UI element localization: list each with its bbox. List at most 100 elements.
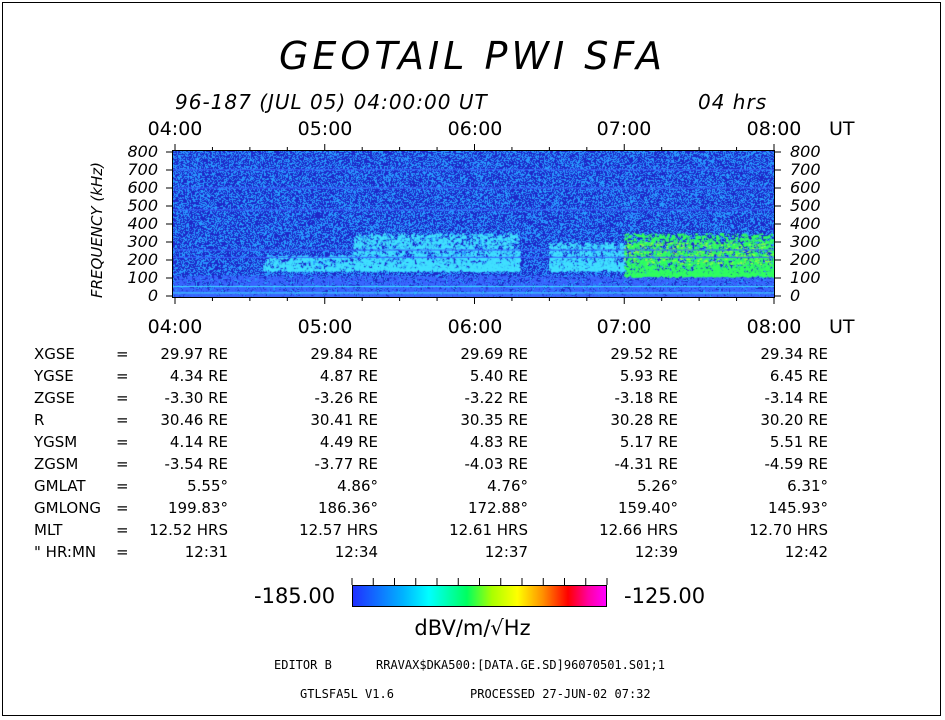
colorbar-max: -125.00 xyxy=(624,584,706,608)
y-tick-l-500: 500 xyxy=(127,196,158,215)
top-time-tick-2: 06:00 xyxy=(447,118,503,140)
orbit-value: 5.55° xyxy=(187,477,228,495)
orbit-value: 4.86° xyxy=(337,477,378,495)
top-time-tick-0: 04:00 xyxy=(147,118,203,140)
orbit-value: 12:34 xyxy=(334,543,378,561)
orbit-value: 145.93° xyxy=(768,499,828,517)
orbit-row: GMLAT = 5.55° 4.86° 4.76° 5.26° 6.31° xyxy=(0,477,945,499)
orbit-label: ZGSE xyxy=(34,389,75,407)
y-tick-r-0: 0 xyxy=(790,286,801,305)
chart-title: GEOTAIL PWI SFA xyxy=(278,34,667,78)
orbit-value: 5.17 RE xyxy=(619,433,678,451)
orbit-value: -4.03 RE xyxy=(464,455,528,473)
orbit-row: " HR:MN = 12:31 12:34 12:37 12:39 12:42 xyxy=(0,543,945,565)
orbit-row: MLT = 12.52 HRS 12.57 HRS 12.61 HRS 12.66 HRS… xyxy=(0,521,945,543)
bottom-time-tick-1: 05:00 xyxy=(297,316,353,338)
orbit-value: 4.49 RE xyxy=(319,433,378,451)
orbit-row: ZGSM = -3.54 RE -3.77 RE -4.03 RE -4.31 RE -4.… xyxy=(0,455,945,477)
colorbar xyxy=(352,585,607,607)
top-time-tick-1: 05:00 xyxy=(297,118,353,140)
orbit-value: 159.40° xyxy=(618,499,678,517)
orbit-value: 30.35 RE xyxy=(460,411,528,429)
y-tick-l-600: 600 xyxy=(127,178,158,197)
orbit-row: ZGSE = -3.30 RE -3.26 RE -3.22 RE -3.18 RE -3.… xyxy=(0,389,945,411)
duration-label: 04 hrs xyxy=(698,90,768,114)
orbit-value: 30.46 RE xyxy=(160,411,228,429)
orbit-value: 12:31 xyxy=(184,543,228,561)
orbit-value: 5.26° xyxy=(637,477,678,495)
bottom-time-tick-3: 07:00 xyxy=(596,316,652,338)
orbit-value: 4.87 RE xyxy=(319,367,378,385)
orbit-value: 12.57 HRS xyxy=(299,521,378,539)
orbit-value: -4.31 RE xyxy=(614,455,678,473)
orbit-value: -3.26 RE xyxy=(314,389,378,407)
orbit-value: 4.34 RE xyxy=(169,367,228,385)
orbit-value: 29.52 RE xyxy=(610,345,678,363)
y-tick-r-800: 800 xyxy=(790,142,821,161)
orbit-value: 29.97 RE xyxy=(160,345,228,363)
orbit-value: 186.36° xyxy=(318,499,378,517)
orbit-value: 5.51 RE xyxy=(769,433,828,451)
orbit-value: -3.22 RE xyxy=(464,389,528,407)
orbit-label: ZGSM xyxy=(34,455,79,473)
orbit-value: 5.93 RE xyxy=(619,367,678,385)
spectrogram-canvas xyxy=(173,151,774,297)
orbit-value: 12.66 HRS xyxy=(599,521,678,539)
orbit-label: MLT xyxy=(34,521,63,539)
y-tick-r-600: 600 xyxy=(790,178,821,197)
processed-label: PROCESSED 27-JUN-02 07:32 xyxy=(470,687,651,701)
orbit-label: GMLAT xyxy=(34,477,86,495)
data-path: RRAVAX$DKA500:[DATA.GE.SD]96070501.S01;1 xyxy=(376,658,665,672)
orbit-value: 4.14 RE xyxy=(169,433,228,451)
orbit-value: 172.88° xyxy=(468,499,528,517)
orbit-row: GMLONG = 199.83° 186.36° 172.88° 159.40° 145.9… xyxy=(0,499,945,521)
orbit-value: 6.45 RE xyxy=(769,367,828,385)
orbit-value: -3.54 RE xyxy=(164,455,228,473)
orbit-row: YGSE = 4.34 RE 4.87 RE 5.40 RE 5.93 RE 6.45 RE xyxy=(0,367,945,389)
orbit-label: XGSE xyxy=(34,345,75,363)
orbit-label: R xyxy=(34,411,45,429)
y-tick-r-300: 300 xyxy=(790,232,821,251)
orbit-value: 12.70 HRS xyxy=(749,521,828,539)
colorbar-unit: dBV/m/√Hz xyxy=(414,616,531,640)
orbit-value: 30.41 RE xyxy=(310,411,378,429)
version-label: GTLSFA5L V1.6 xyxy=(300,687,394,701)
orbit-value: 12:39 xyxy=(634,543,678,561)
orbit-equals: = xyxy=(116,345,129,363)
orbit-equals: = xyxy=(116,411,129,429)
orbit-value: -3.14 RE xyxy=(764,389,828,407)
top-time-tick-3: 07:00 xyxy=(596,118,652,140)
bottom-time-tick-4: 08:00 xyxy=(746,316,802,338)
orbit-label: YGSE xyxy=(34,367,74,385)
orbit-value: 199.83° xyxy=(168,499,228,517)
y-tick-l-0: 0 xyxy=(147,286,158,305)
ut-label-top: UT xyxy=(829,118,855,140)
orbit-value: -4.59 RE xyxy=(764,455,828,473)
orbit-value: 12:42 xyxy=(784,543,828,561)
orbit-value: 30.28 RE xyxy=(610,411,678,429)
y-tick-r-700: 700 xyxy=(790,160,821,179)
colorbar-min: -185.00 xyxy=(254,584,336,608)
y-tick-r-400: 400 xyxy=(790,214,821,233)
orbit-value: 29.69 RE xyxy=(460,345,528,363)
bottom-time-tick-0: 04:00 xyxy=(147,316,203,338)
orbit-value: 4.83 RE xyxy=(469,433,528,451)
orbit-equals: = xyxy=(116,499,129,517)
y-tick-r-200: 200 xyxy=(790,250,821,269)
orbit-label: " HR:MN xyxy=(34,543,97,561)
orbit-value: 29.34 RE xyxy=(760,345,828,363)
orbit-row: R = 30.46 RE 30.41 RE 30.35 RE 30.28 RE 30.20 … xyxy=(0,411,945,433)
orbit-equals: = xyxy=(116,477,129,495)
orbit-value: 12:37 xyxy=(484,543,528,561)
orbit-value: 5.40 RE xyxy=(469,367,528,385)
y-tick-r-100: 100 xyxy=(790,268,821,287)
y-tick-l-300: 300 xyxy=(127,232,158,251)
top-time-tick-4: 08:00 xyxy=(746,118,802,140)
orbit-row: YGSM = 4.14 RE 4.49 RE 4.83 RE 5.17 RE 5.51 RE xyxy=(0,433,945,455)
editor-label: EDITOR B xyxy=(274,658,332,672)
date-label: 96-187 (JUL 05) 04:00:00 UT xyxy=(175,90,488,114)
y-tick-l-400: 400 xyxy=(127,214,158,233)
orbit-value: -3.30 RE xyxy=(164,389,228,407)
